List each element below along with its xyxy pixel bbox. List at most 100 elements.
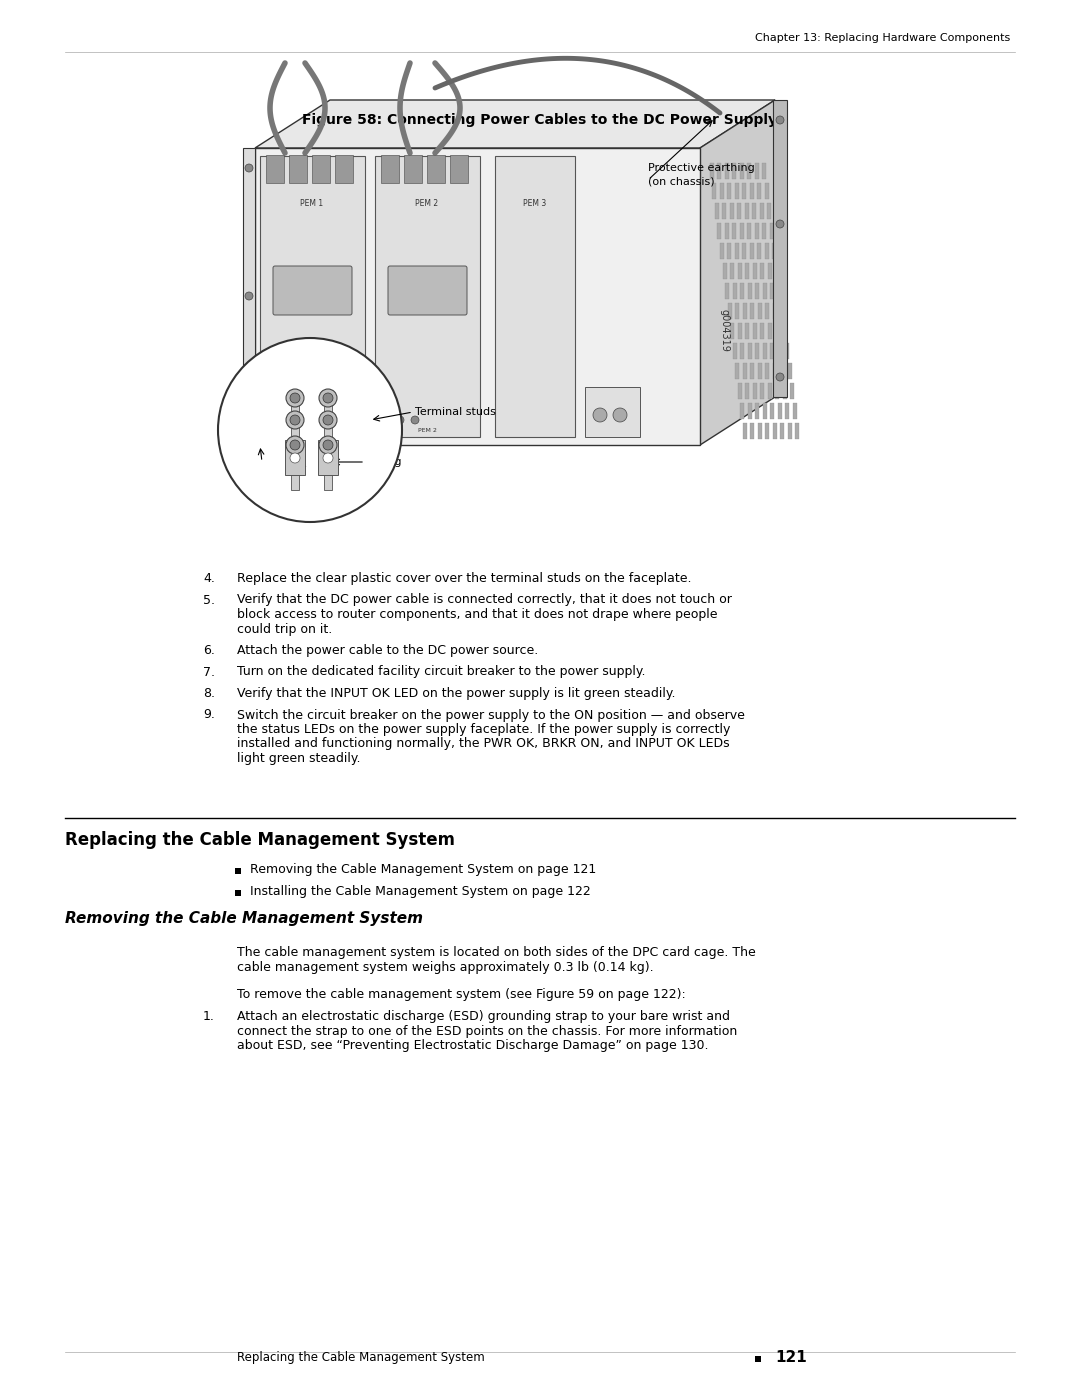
Text: Protective earthing
(on chassis): Protective earthing (on chassis) [648,163,755,186]
Circle shape [323,415,333,425]
Polygon shape [732,344,737,359]
Text: The cable management system is located on both sides of the DPC card cage. The: The cable management system is located o… [237,946,756,958]
Polygon shape [795,423,799,439]
Polygon shape [750,243,754,258]
Polygon shape [717,224,721,239]
Text: Figure 58: Connecting Power Cables to the DC Power Supply: Figure 58: Connecting Power Cables to th… [302,113,778,127]
Polygon shape [713,183,716,198]
Text: 9.: 9. [203,708,215,721]
Text: Split washer: Split washer [273,469,342,479]
Text: the status LEDs on the power supply faceplate. If the power supply is correctly: the status LEDs on the power supply face… [237,724,730,736]
Circle shape [323,440,333,450]
Text: could trip on it.: could trip on it. [237,623,333,636]
Polygon shape [772,303,777,319]
Polygon shape [742,243,746,258]
Polygon shape [753,383,757,400]
Polygon shape [734,183,739,198]
Polygon shape [765,363,769,379]
Polygon shape [255,148,700,446]
Polygon shape [730,323,734,339]
Polygon shape [243,148,255,446]
Text: Removing the Cable Management System: Removing the Cable Management System [65,911,423,925]
Polygon shape [717,163,721,179]
Circle shape [218,338,402,522]
Text: 7.: 7. [203,665,215,679]
Polygon shape [766,423,769,439]
Polygon shape [778,284,782,299]
Polygon shape [775,383,779,400]
Polygon shape [735,243,739,258]
Text: Nut: Nut [238,457,258,467]
Text: 1.: 1. [203,1010,215,1023]
Polygon shape [730,203,734,219]
Polygon shape [720,183,724,198]
Circle shape [266,416,274,425]
Polygon shape [755,224,759,239]
Polygon shape [750,183,754,198]
Polygon shape [791,383,794,400]
Text: connect the strap to one of the ESD points on the chassis. For more information: connect the strap to one of the ESD poin… [237,1024,738,1038]
Polygon shape [751,423,754,439]
Polygon shape [255,101,775,148]
Circle shape [396,416,404,425]
Polygon shape [785,402,789,419]
Circle shape [777,116,784,124]
Bar [235,890,241,895]
Polygon shape [772,363,777,379]
Text: PEM 2: PEM 2 [418,427,436,433]
Polygon shape [732,284,737,299]
Circle shape [291,415,300,425]
Polygon shape [735,303,739,319]
Polygon shape [765,303,769,319]
Polygon shape [770,284,774,299]
Polygon shape [751,363,754,379]
Circle shape [296,416,303,425]
Polygon shape [760,263,764,279]
Polygon shape [762,284,767,299]
Text: cable management system weighs approximately 0.3 lb (0.14 kg).: cable management system weighs approxima… [237,961,653,974]
Polygon shape [723,203,727,219]
Polygon shape [745,263,750,279]
Polygon shape [793,402,797,419]
Text: Switch the circuit breaker on the power supply to the ON position — and observe: Switch the circuit breaker on the power … [237,708,745,721]
Text: Attach an electrostatic discharge (ESD) grounding strap to your bare wrist and: Attach an electrostatic discharge (ESD) … [237,1010,730,1023]
Polygon shape [755,344,759,359]
Polygon shape [732,224,737,239]
Polygon shape [762,402,767,419]
Polygon shape [757,183,761,198]
Polygon shape [745,323,750,339]
Bar [312,155,330,183]
Circle shape [245,420,253,429]
Polygon shape [720,243,724,258]
Polygon shape [740,163,744,179]
Polygon shape [762,344,767,359]
Text: Removing the Cable Management System on page 121: Removing the Cable Management System on … [249,863,596,876]
Circle shape [286,411,303,429]
Polygon shape [775,323,779,339]
Bar [235,868,241,875]
Text: light green steadily.: light green steadily. [237,752,361,766]
Polygon shape [715,203,719,219]
FancyBboxPatch shape [388,265,467,314]
Polygon shape [758,363,761,379]
Text: To remove the cable management system (see Figure 59 on page 122):: To remove the cable management system (s… [237,988,686,1002]
Polygon shape [780,363,784,379]
Polygon shape [755,402,759,419]
Polygon shape [728,303,731,319]
Bar [755,1356,761,1362]
Polygon shape [780,303,784,319]
Circle shape [281,416,289,425]
Polygon shape [765,243,769,258]
Circle shape [245,163,253,172]
FancyBboxPatch shape [273,265,352,314]
Text: PEM 3: PEM 3 [524,198,546,208]
Text: 121: 121 [775,1351,807,1365]
Polygon shape [757,243,761,258]
Circle shape [245,292,253,300]
Polygon shape [710,163,714,179]
Text: installed and functioning normally, the PWR OK, BRKR ON, and INPUT OK LEDs: installed and functioning normally, the … [237,738,730,750]
Text: g004319: g004319 [720,309,730,352]
Polygon shape [732,163,737,179]
Circle shape [319,411,337,429]
Bar [324,390,332,490]
